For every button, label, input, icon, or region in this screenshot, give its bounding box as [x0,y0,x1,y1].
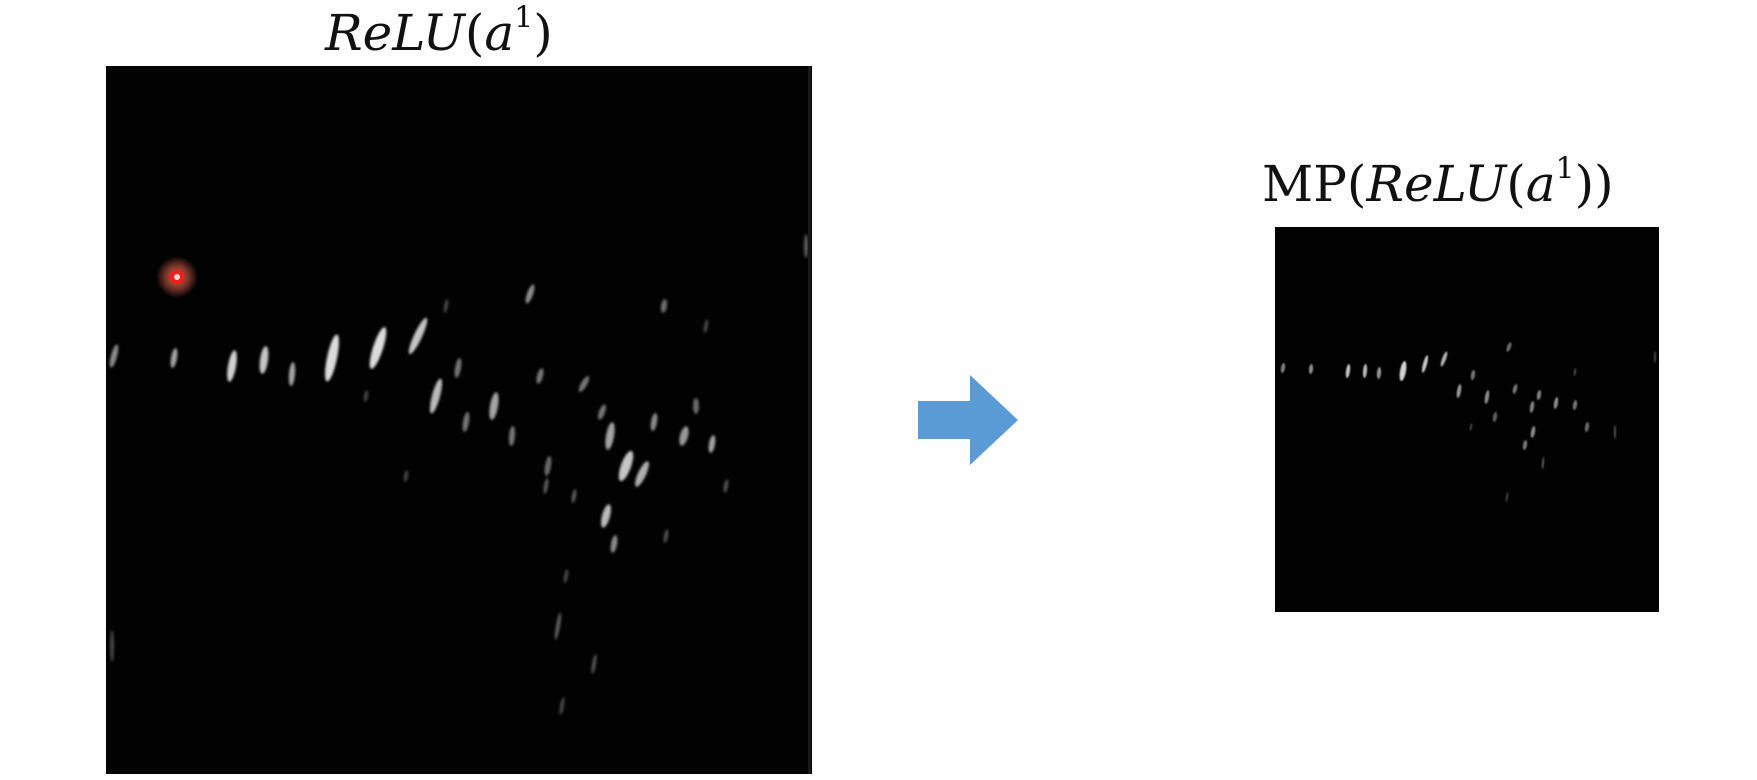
activation-streak [1440,351,1448,367]
activation-streak [403,470,409,482]
relu-feature-map-title: ReLU(a1) [325,3,553,58]
activation-variable: a [1525,155,1556,213]
activation-streak [525,284,535,304]
activation-streak [288,362,296,386]
activation-streak [170,348,178,368]
activation-streak [601,504,611,528]
activation-streak [559,697,565,715]
activation-streak [1376,367,1382,379]
activation-streak [1654,351,1656,363]
activation-streak [1362,364,1368,378]
activation-streak [571,489,577,503]
right-arrow-icon [918,375,1018,465]
activation-streak [1399,361,1407,381]
activation-streak [663,529,669,543]
activation-streak [1541,457,1545,469]
activation-streak [462,412,470,432]
max-pooled-feature-map-panel [1275,227,1659,612]
activation-streak [543,478,549,494]
activation-streak [536,368,544,384]
activation-streak [804,234,808,258]
activation-streak [723,479,729,493]
activation-streak [363,390,369,402]
activation-streak [598,404,606,420]
relu-activation-streaks [109,66,811,774]
open-paren: ( [464,4,485,62]
activation-streak [1573,368,1577,376]
activation-streak [1522,440,1528,450]
relu-feature-map-panel [106,66,812,774]
activation-streak [429,378,443,414]
activation-streak [679,426,689,446]
activation-streak [508,426,516,446]
activation-streak [259,346,269,374]
activation-streak [1484,390,1490,404]
activation-streak [563,569,569,583]
activation-streak [703,319,709,333]
activation-streak [1345,364,1351,378]
activation-streak [110,630,114,662]
activation-streak [1505,492,1509,502]
activation-streak [1614,425,1616,439]
activation-streak [227,350,237,382]
activation-streak [1572,400,1578,410]
activation-streak [1492,412,1498,422]
activation-streak [1421,355,1429,373]
open-paren: ( [1506,155,1526,213]
activation-streak [489,392,499,420]
activation-streak [1280,363,1286,373]
activation-streak [1536,390,1542,400]
activation-streak [1553,397,1559,409]
activation-streak [1506,342,1512,352]
max-pool-output-title: MP(ReLU(a1)) [1262,154,1614,209]
layer-superscript: 1 [1555,151,1575,187]
activation-streak [660,299,668,313]
activation-streak [554,612,562,640]
activation-streak [544,456,552,476]
activation-streak [325,334,339,382]
max-pool-prefix: MP [1262,155,1347,213]
activation-streak [1470,370,1476,380]
activation-streak [454,358,462,378]
close-paren: )) [1574,155,1614,213]
activation-streak [635,461,649,487]
activation-streak [693,398,699,414]
relu-function-name: ReLU [325,4,465,62]
activation-streak [578,376,590,392]
activation-streak [1512,384,1518,394]
open-paren: ( [1346,155,1367,213]
cursor-highlight-icon [156,256,198,298]
activation-streak [708,435,716,453]
activation-streak [1584,422,1590,432]
activation-streak [1529,401,1535,413]
activation-streak [618,450,634,482]
max-pooled-activation-streaks [1280,342,1656,502]
activation-streak [369,327,387,369]
activation-streak [443,299,449,313]
activation-streak [605,422,615,450]
activation-streak [109,344,119,368]
activation-streak [610,535,618,553]
relu-function-name: ReLU [1366,155,1507,213]
close-paren: ) [533,4,553,62]
activation-streak [1308,364,1314,374]
activation-streak [1530,426,1536,438]
activation-streak [650,413,658,431]
activation-streak [1469,423,1473,431]
activation-streak [591,654,597,674]
activation-streak [1456,384,1462,398]
activation-variable: a [484,4,515,62]
activation-streak [408,317,428,355]
layer-superscript: 1 [514,0,534,36]
